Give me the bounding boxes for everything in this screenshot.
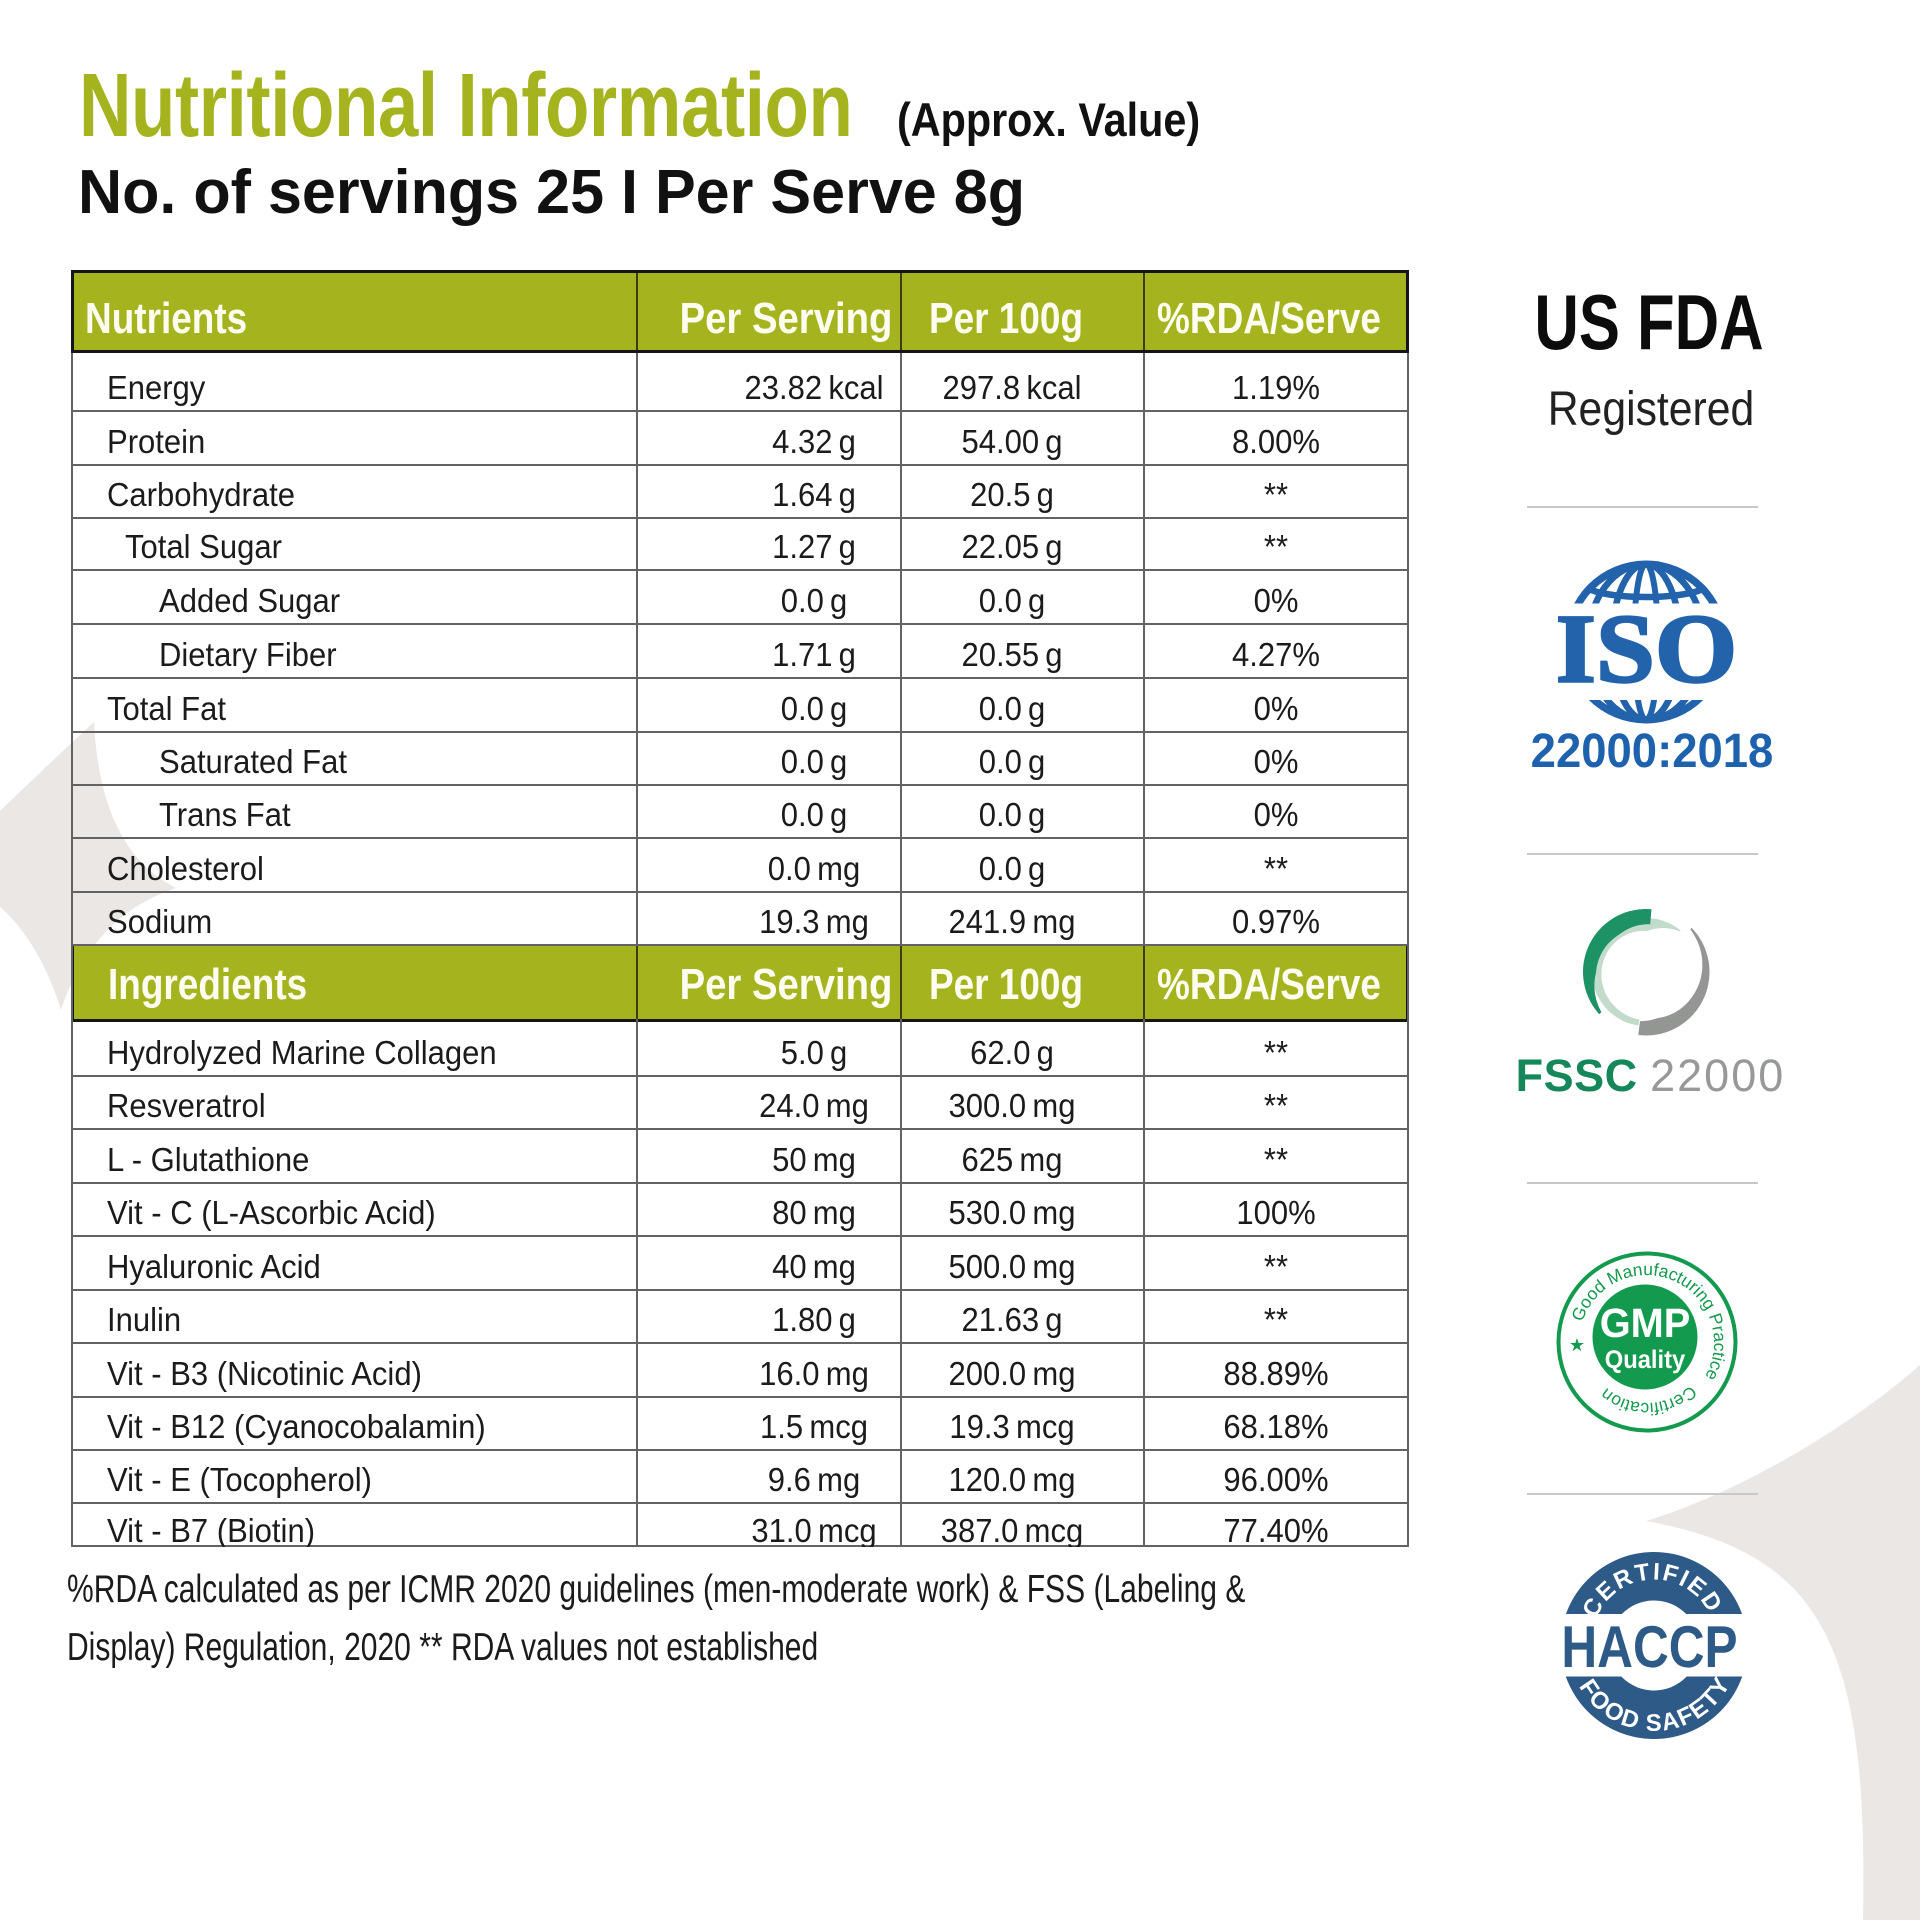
svg-text:GMP: GMP <box>1600 1300 1691 1346</box>
svg-text:Quality: Quality <box>1605 1346 1686 1374</box>
svg-text:HACCP: HACCP <box>1561 1614 1737 1680</box>
svg-text:★: ★ <box>1569 1335 1585 1355</box>
svg-text:ISO: ISO <box>1558 596 1737 704</box>
